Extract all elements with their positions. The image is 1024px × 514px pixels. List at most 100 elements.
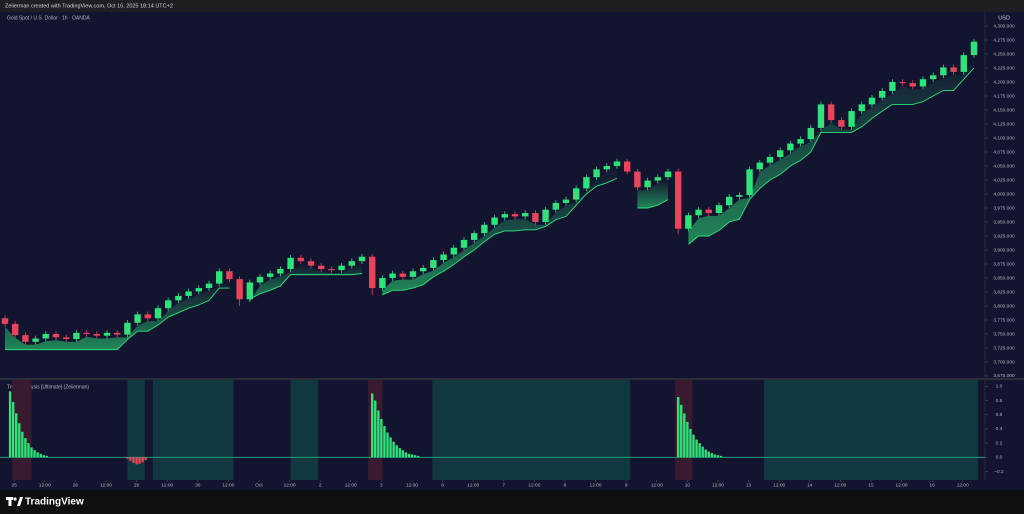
- candle-body: [562, 199, 570, 203]
- trail-line: [382, 177, 618, 296]
- candle-body: [583, 177, 590, 189]
- hist-bar: [15, 413, 18, 458]
- candle-body: [511, 214, 519, 217]
- x-tick-label: 10: [685, 482, 691, 488]
- x-tick-label: 12:00: [590, 482, 602, 488]
- hist-bar: [389, 437, 392, 458]
- x-tick-label: 12:00: [100, 482, 112, 488]
- trend-zone: [127, 380, 145, 480]
- candle-body: [858, 104, 865, 112]
- candle-body: [491, 217, 498, 225]
- candle-body: [205, 283, 213, 289]
- hist-bar: [713, 454, 717, 458]
- candle-body: [236, 279, 243, 300]
- hist-bar: [126, 457, 129, 459]
- y-tick-label: 3,800.000: [993, 303, 1015, 309]
- candle-body: [572, 188, 580, 200]
- hist-bar: [135, 457, 138, 465]
- y-tick-label: 3,750.000: [993, 331, 1015, 337]
- hist-bar: [383, 426, 386, 458]
- candle-body: [521, 213, 529, 217]
- y-tick-label: 0.0: [996, 455, 1003, 461]
- trail-line: [637, 199, 669, 209]
- trend-zone: [290, 380, 319, 480]
- candle-body: [552, 202, 559, 210]
- candle-body: [338, 265, 345, 271]
- candle-body: [950, 67, 957, 72]
- x-tick-label: 2: [319, 482, 322, 488]
- y-tick-label: 3,975.000: [993, 205, 1015, 211]
- y-tick-label: 3,675.000: [993, 373, 1015, 379]
- candle-body: [124, 322, 131, 335]
- candle-body: [52, 333, 60, 338]
- x-tick-label: 12:00: [651, 482, 663, 488]
- hist-bar: [695, 439, 698, 458]
- hist-bar: [689, 428, 692, 458]
- hist-bar: [138, 457, 141, 464]
- hist-bar: [716, 455, 720, 458]
- candle-body: [725, 196, 733, 206]
- candle-body: [144, 314, 151, 319]
- candle-body: [450, 247, 457, 255]
- candle-body: [11, 323, 19, 336]
- y-tick-label: 4,200.000: [993, 79, 1015, 85]
- candle-body: [593, 169, 600, 178]
- y-tick-label: 4,225.000: [993, 65, 1015, 71]
- y-tick-label: 4,050.000: [993, 163, 1015, 169]
- candle-body: [368, 256, 376, 289]
- x-tick-label: 12:00: [39, 482, 51, 488]
- x-tick-label: 12:00: [345, 482, 357, 488]
- candle-body: [838, 120, 845, 127]
- hist-bar: [18, 423, 21, 458]
- y-tick-label: 3,700.000: [993, 359, 1015, 365]
- candle-body: [603, 165, 610, 170]
- x-tick-label: 7: [502, 482, 505, 488]
- candle-body: [654, 177, 661, 181]
- footer-bar: [0, 490, 1024, 514]
- hist-bar: [21, 431, 24, 458]
- candle-body: [389, 273, 396, 278]
- candle-body: [215, 271, 223, 284]
- candle-body: [746, 169, 753, 196]
- x-tick-label: 15: [868, 482, 874, 488]
- candle-body: [674, 171, 682, 229]
- candle-body: [307, 261, 315, 266]
- hist-bar: [39, 453, 42, 458]
- y-tick-label: −0.2: [994, 469, 1004, 475]
- trail-area: [382, 168, 617, 295]
- x-tick-label: 3: [380, 482, 383, 488]
- x-tick-label: 29: [134, 482, 140, 488]
- candle-body: [62, 337, 70, 340]
- y-tick-label: 4,075.000: [993, 149, 1015, 155]
- hist-bar: [680, 404, 683, 458]
- candle-body: [878, 90, 886, 98]
- hist-bar: [11, 401, 15, 458]
- candle-body: [542, 209, 549, 222]
- candle-body: [889, 81, 896, 91]
- x-tick-label: 14: [807, 482, 813, 488]
- hist-bar: [416, 455, 420, 458]
- header-text: Zeiierman created with TradingView.com, …: [5, 3, 173, 9]
- hist-bar: [27, 443, 30, 458]
- hist-bar: [676, 397, 680, 458]
- x-tick-label: 12:00: [834, 482, 846, 488]
- candle-body: [113, 332, 121, 335]
- hist-bar: [392, 441, 395, 458]
- candle-body: [470, 233, 478, 240]
- y-tick-label: 3,875.000: [993, 261, 1015, 267]
- trail-line: [249, 273, 363, 300]
- trail-area: [688, 57, 974, 245]
- candle-body: [134, 314, 141, 323]
- candle-body: [940, 67, 947, 76]
- hist-bar: [33, 450, 36, 458]
- candle-body: [644, 180, 651, 188]
- hist-bar: [401, 450, 404, 458]
- y-tick-label: 3,925.000: [993, 233, 1015, 239]
- candle-body: [22, 335, 29, 342]
- hist-bar: [129, 457, 132, 461]
- candle-body: [246, 282, 253, 300]
- hist-bar: [719, 455, 723, 458]
- candle-body: [358, 256, 366, 262]
